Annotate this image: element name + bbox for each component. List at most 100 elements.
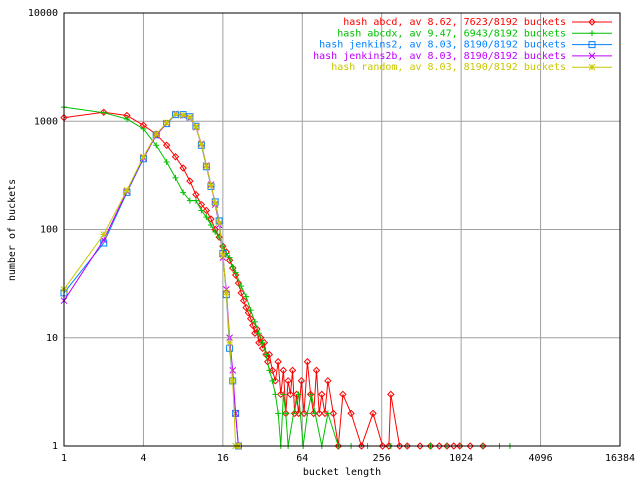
point	[290, 410, 297, 417]
point	[271, 377, 280, 385]
x-tick-label: 256	[373, 453, 391, 464]
point	[272, 391, 279, 398]
x-tick-label: 1	[61, 453, 67, 464]
point	[172, 110, 179, 118]
point	[257, 334, 265, 342]
point	[268, 366, 277, 375]
y-tick-label: 10000	[28, 8, 58, 19]
point	[203, 162, 210, 170]
point	[163, 119, 171, 127]
x-axis-label: bucket length	[303, 467, 381, 478]
point	[308, 391, 315, 398]
point	[324, 410, 331, 417]
point	[219, 243, 226, 250]
point	[253, 325, 261, 333]
point	[198, 207, 205, 214]
point	[304, 410, 311, 417]
y-tick-label: 1	[52, 441, 58, 452]
point	[269, 377, 276, 384]
point	[284, 377, 292, 385]
point	[219, 250, 227, 258]
point	[239, 296, 248, 305]
point	[211, 199, 219, 207]
point	[215, 217, 223, 225]
point	[255, 338, 263, 347]
point	[123, 115, 130, 122]
point	[219, 251, 227, 259]
point	[312, 366, 321, 375]
point	[357, 442, 366, 450]
point	[329, 409, 338, 418]
point	[207, 182, 215, 189]
point	[324, 377, 332, 385]
point	[231, 271, 240, 279]
series	[60, 108, 487, 450]
y-tick-label: 100	[40, 225, 58, 236]
point	[246, 314, 255, 323]
point	[171, 153, 180, 161]
point	[232, 409, 240, 417]
x-tick-label: 16384	[605, 453, 635, 464]
x-tick-label: 4	[140, 453, 146, 464]
point	[225, 256, 234, 264]
legend-label: hash jenkins2, av 8.03, 8190/8192 bucket…	[319, 40, 566, 51]
y-tick-label: 10	[46, 333, 58, 344]
point	[186, 113, 194, 121]
point	[274, 358, 282, 366]
point	[309, 409, 318, 418]
point	[280, 391, 287, 398]
point	[212, 228, 219, 235]
point	[202, 206, 211, 215]
legend-label: hash jenkins2b, av 8.03, 8190/8192 bucke…	[313, 51, 566, 62]
point	[226, 254, 233, 261]
point	[179, 164, 187, 172]
point	[369, 409, 377, 418]
point	[321, 409, 329, 418]
y-axis-label: number of buckets	[7, 179, 18, 281]
point	[192, 197, 199, 204]
point	[263, 351, 270, 358]
point	[237, 289, 245, 297]
point	[140, 153, 147, 161]
x-tick-label: 64	[296, 453, 308, 464]
point	[232, 269, 239, 276]
point	[303, 358, 312, 366]
point	[179, 111, 187, 119]
point	[222, 289, 230, 297]
x-tick-label: 1024	[449, 453, 473, 464]
point	[435, 442, 444, 450]
frame	[63, 12, 621, 447]
point	[378, 442, 387, 450]
point	[387, 390, 395, 399]
point	[238, 283, 245, 290]
legend-marker	[588, 41, 596, 49]
point	[416, 442, 424, 450]
point	[251, 318, 258, 325]
point	[186, 177, 194, 185]
point	[163, 120, 171, 128]
x-tick-label: 4096	[529, 453, 553, 464]
legend-marker	[588, 18, 596, 26]
point	[172, 174, 179, 181]
point	[162, 141, 171, 149]
point	[242, 303, 250, 312]
x-tick-label: 16	[217, 453, 229, 464]
point	[202, 163, 210, 171]
point	[198, 141, 205, 148]
point	[123, 186, 131, 194]
point	[347, 409, 355, 418]
point	[339, 390, 347, 399]
point	[140, 125, 147, 132]
point	[215, 219, 223, 227]
series-line	[63, 111, 483, 448]
point	[275, 410, 282, 417]
point	[318, 390, 326, 399]
point	[100, 109, 107, 116]
point	[207, 222, 214, 229]
point	[163, 159, 170, 166]
point	[312, 410, 319, 417]
point	[315, 409, 323, 418]
point	[300, 409, 308, 418]
point	[265, 350, 274, 359]
